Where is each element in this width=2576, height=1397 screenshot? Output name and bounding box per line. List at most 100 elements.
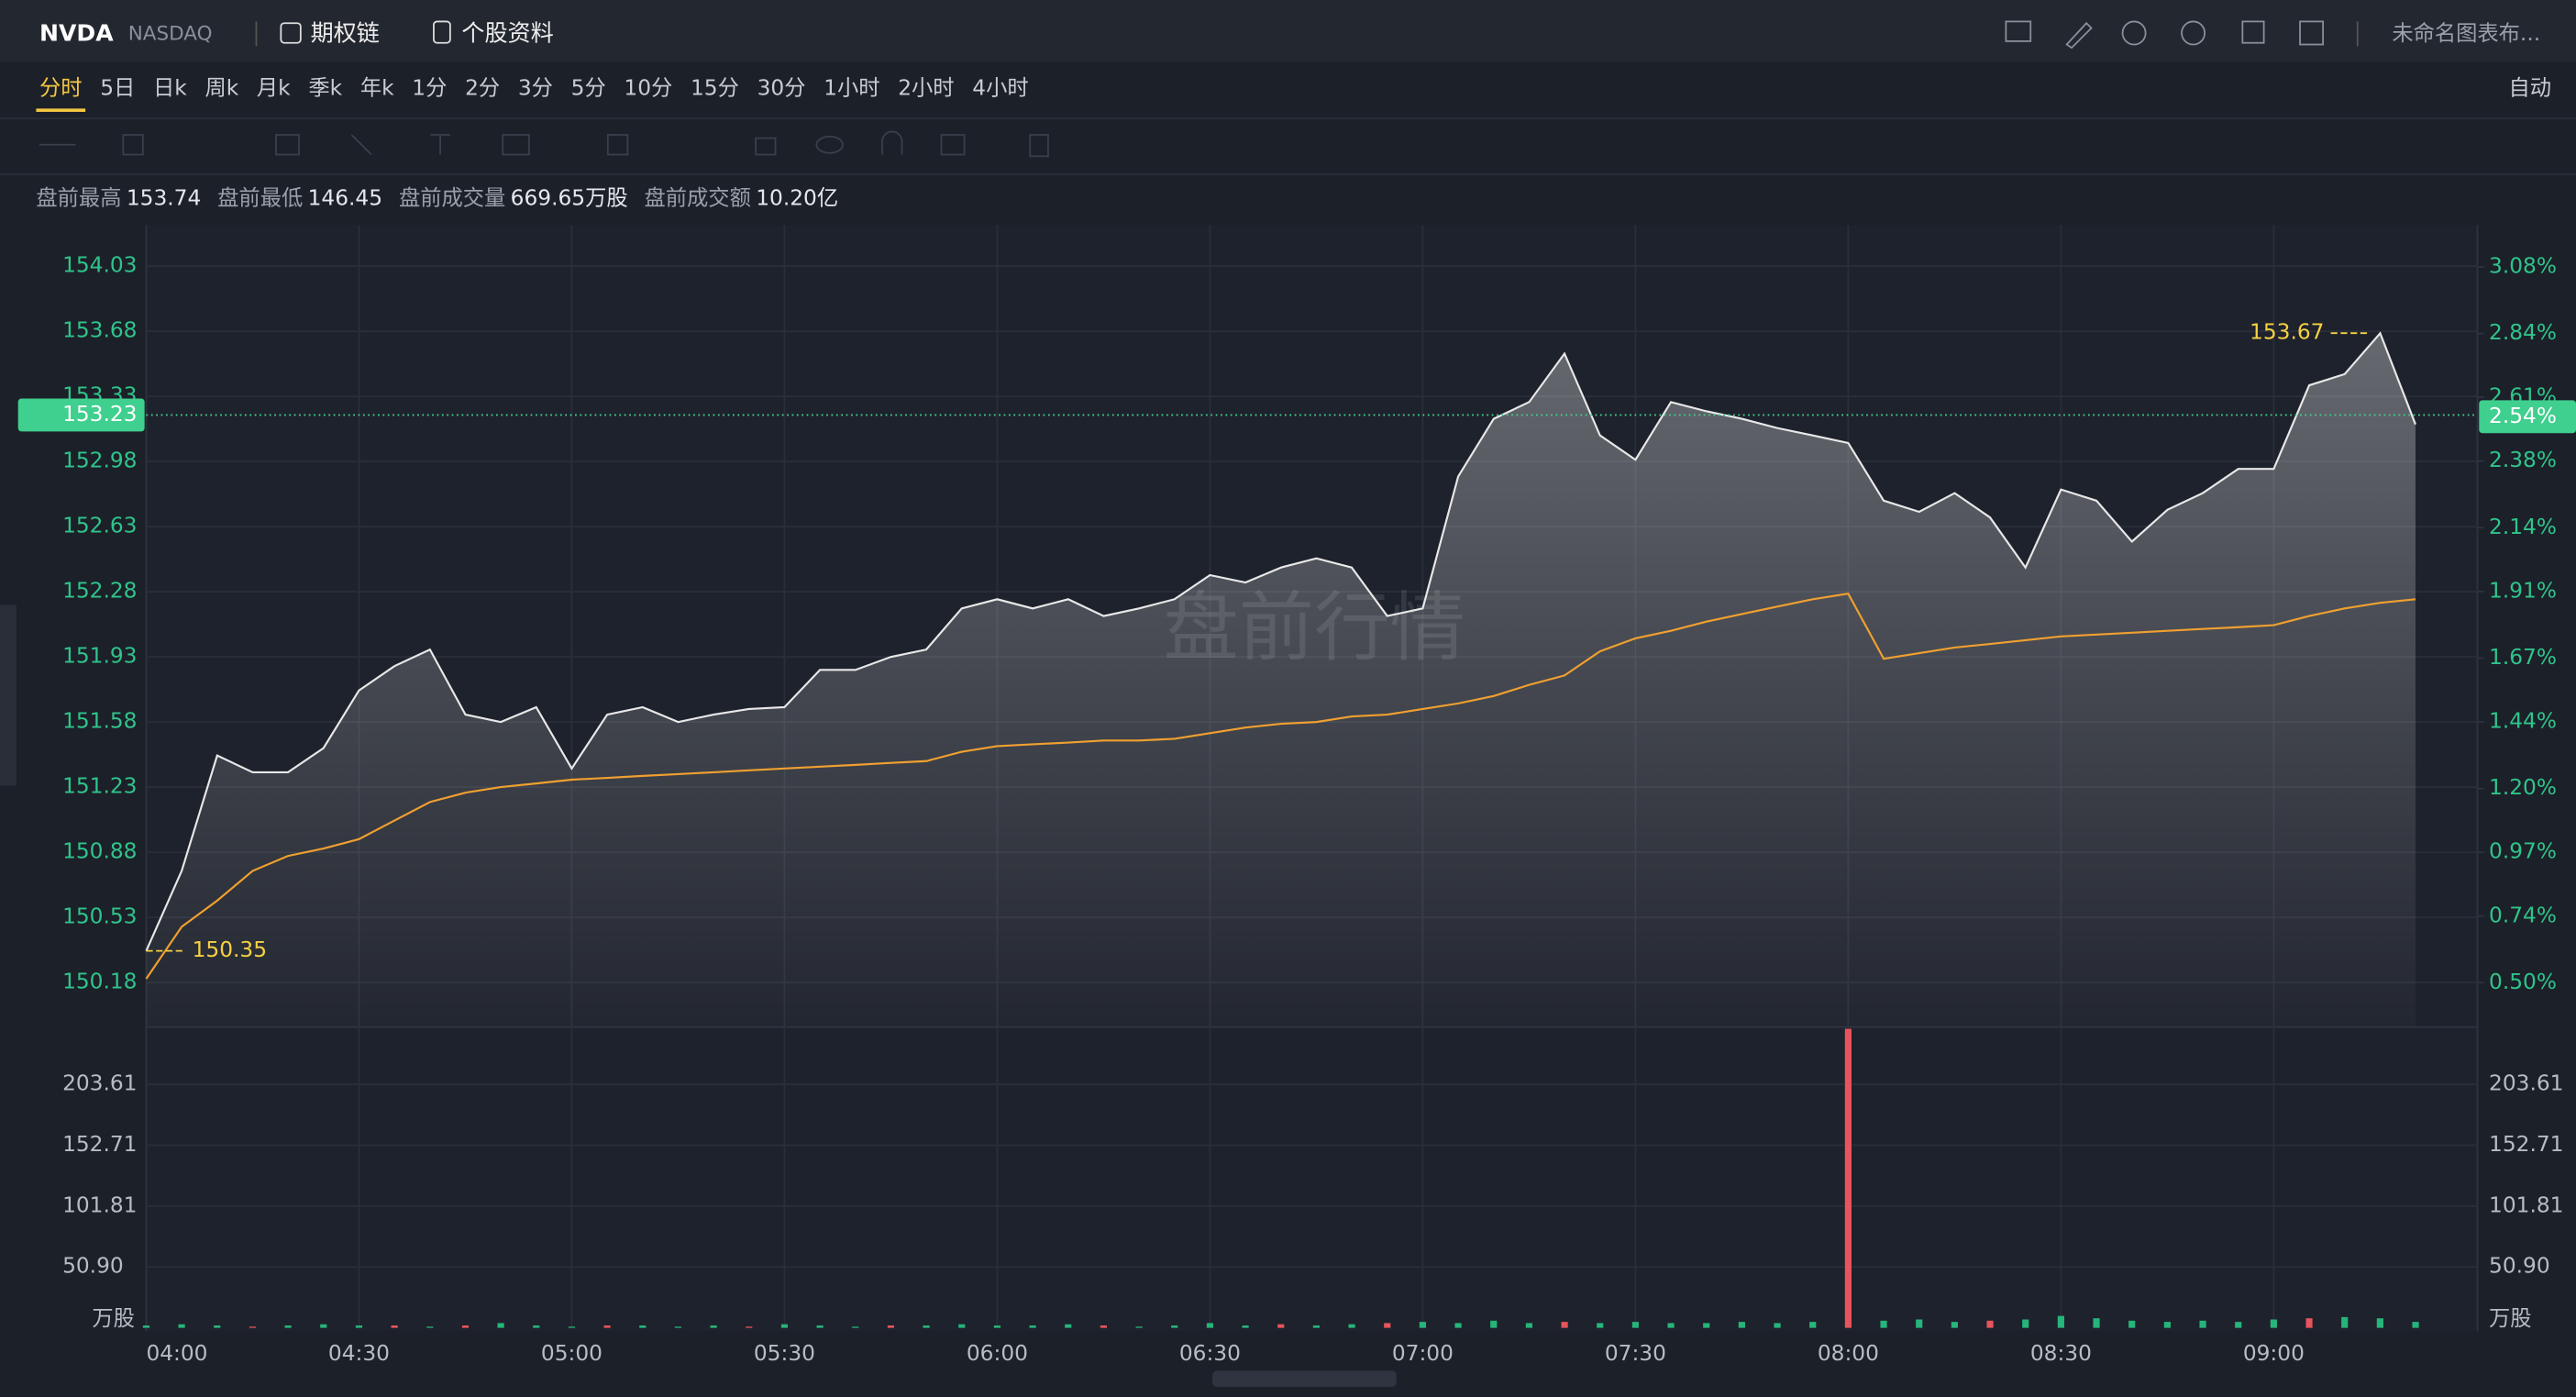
current-price-box <box>17 398 145 432</box>
volume-bar <box>2376 1318 2383 1328</box>
volume-bar <box>746 1326 753 1328</box>
tab[interactable]: 日k <box>153 75 187 100</box>
tool-bar <box>0 118 2576 175</box>
tab[interactable]: 15分 <box>691 75 739 100</box>
x-tick-label: 06:00 <box>967 1341 1028 1366</box>
link[interactable]: 个股资料 <box>461 20 553 47</box>
stat-value: 146.45 <box>308 185 382 210</box>
volume-bar <box>461 1325 470 1328</box>
current-price: 153.23 <box>62 402 137 427</box>
top-bar <box>0 0 2576 63</box>
icon[interactable] <box>2121 20 2147 46</box>
tab[interactable]: 3分 <box>518 75 553 100</box>
tab[interactable]: 5分 <box>571 75 606 100</box>
y-tick-label: 150.18 <box>62 970 137 994</box>
stat-label: 盘前成交额 <box>645 185 751 210</box>
x-tick-label: 05:00 <box>541 1341 603 1366</box>
volume-bar <box>1561 1322 1568 1328</box>
volume-bar <box>1525 1323 1532 1328</box>
scale-mode[interactable]: 自动 <box>2509 75 2552 100</box>
tab[interactable]: 2小时 <box>898 75 954 100</box>
link[interactable]: 期权链 <box>311 20 380 47</box>
tab[interactable]: 10分 <box>624 75 672 100</box>
volume-bar <box>993 1325 1001 1328</box>
volume-tick-label: 50.90 <box>62 1254 124 1279</box>
volume-bar <box>1809 1322 1817 1328</box>
tab[interactable]: 2分 <box>465 75 500 100</box>
volume-tick-label: 152.71 <box>62 1132 137 1157</box>
volume-bar <box>1029 1325 1036 1328</box>
y-tick-label: 153.68 <box>62 318 137 343</box>
tab[interactable]: 1分 <box>412 75 447 100</box>
current-pct-box <box>2479 400 2576 434</box>
volume-bar <box>1597 1323 1604 1328</box>
icon[interactable] <box>2181 20 2206 46</box>
tool <box>1029 134 1049 158</box>
volume-bar <box>674 1326 682 1328</box>
tab-underline <box>36 108 86 112</box>
icon[interactable] <box>2005 20 2032 42</box>
volume-bar <box>1242 1325 1249 1328</box>
y-tick-label: 151.58 <box>62 709 137 734</box>
volume-bar <box>887 1325 894 1328</box>
volume-bar <box>1916 1319 1923 1328</box>
tool <box>502 134 530 156</box>
volume-bar <box>816 1325 824 1328</box>
volume-bar <box>214 1325 221 1328</box>
x-tick-label: 07:00 <box>1392 1341 1454 1366</box>
volume-tick-label: 152.71 <box>2489 1132 2563 1157</box>
tab[interactable]: 年k <box>360 75 394 100</box>
tab[interactable]: 月k <box>257 75 291 100</box>
volume-bar <box>780 1324 789 1328</box>
tab[interactable]: 分时 <box>39 75 83 100</box>
volume-bar <box>1454 1323 1462 1328</box>
volume-bar <box>1667 1323 1675 1328</box>
chart: 04:00 04:30 05:00 05:30 06:00 06:30 07:00 07:30… <box>17 225 2576 1366</box>
tool <box>815 135 844 154</box>
layout-name[interactable]: 未命名图表布... <box>2392 21 2540 46</box>
tool <box>940 134 966 156</box>
price-line <box>145 331 2416 952</box>
volume-bar <box>1277 1324 1285 1328</box>
exchange: NASDAQ <box>128 23 213 46</box>
scroll-handle[interactable] <box>1212 1370 1397 1388</box>
y2-tick-label: 1.67% <box>2489 645 2557 670</box>
tab[interactable]: 30分 <box>757 75 806 100</box>
stat-label: 盘前最高 <box>36 185 121 210</box>
volume-bar <box>2412 1322 2419 1328</box>
tab[interactable]: 5日 <box>100 75 135 100</box>
tab[interactable]: 周k <box>205 75 238 100</box>
volume-bar <box>1384 1323 1391 1328</box>
volume-bar <box>497 1323 504 1328</box>
icon <box>280 22 302 44</box>
y2-tick-label: 0.50% <box>2489 970 2557 994</box>
tab-bar <box>0 62 2576 119</box>
y-tick-label: 150.88 <box>62 839 137 864</box>
tool <box>606 134 629 156</box>
volume-bar <box>1774 1323 1781 1328</box>
tab[interactable]: 季k <box>308 75 342 100</box>
y2-tick-label: 0.74% <box>2489 903 2557 927</box>
tab[interactable]: 1小时 <box>824 75 879 100</box>
volume-bar <box>923 1325 930 1328</box>
volume-bar <box>2022 1319 2029 1328</box>
y2-tick-label: 1.91% <box>2489 578 2557 603</box>
volume-bar <box>1100 1325 1107 1328</box>
tab[interactable]: 4小时 <box>972 75 1028 100</box>
volume-bar <box>1703 1323 1710 1328</box>
y2-tick-label: 2.38% <box>2489 448 2557 472</box>
volume-bar <box>142 1325 150 1328</box>
volume-bar <box>603 1325 611 1328</box>
icon[interactable] <box>2299 20 2325 46</box>
volume-bar <box>533 1325 540 1328</box>
volume-bar <box>2305 1318 2313 1328</box>
icon[interactable] <box>2065 21 2093 50</box>
y2-tick-label: 2.84% <box>2489 320 2557 345</box>
volume-bar <box>1631 1322 1639 1328</box>
volume-bar <box>1490 1320 1498 1328</box>
side-handle[interactable] <box>0 604 17 786</box>
y-tick-label: 154.03 <box>62 253 137 278</box>
tool <box>430 134 450 155</box>
icon[interactable] <box>2241 20 2265 44</box>
volume-tick-label: 101.81 <box>2489 1192 2563 1217</box>
